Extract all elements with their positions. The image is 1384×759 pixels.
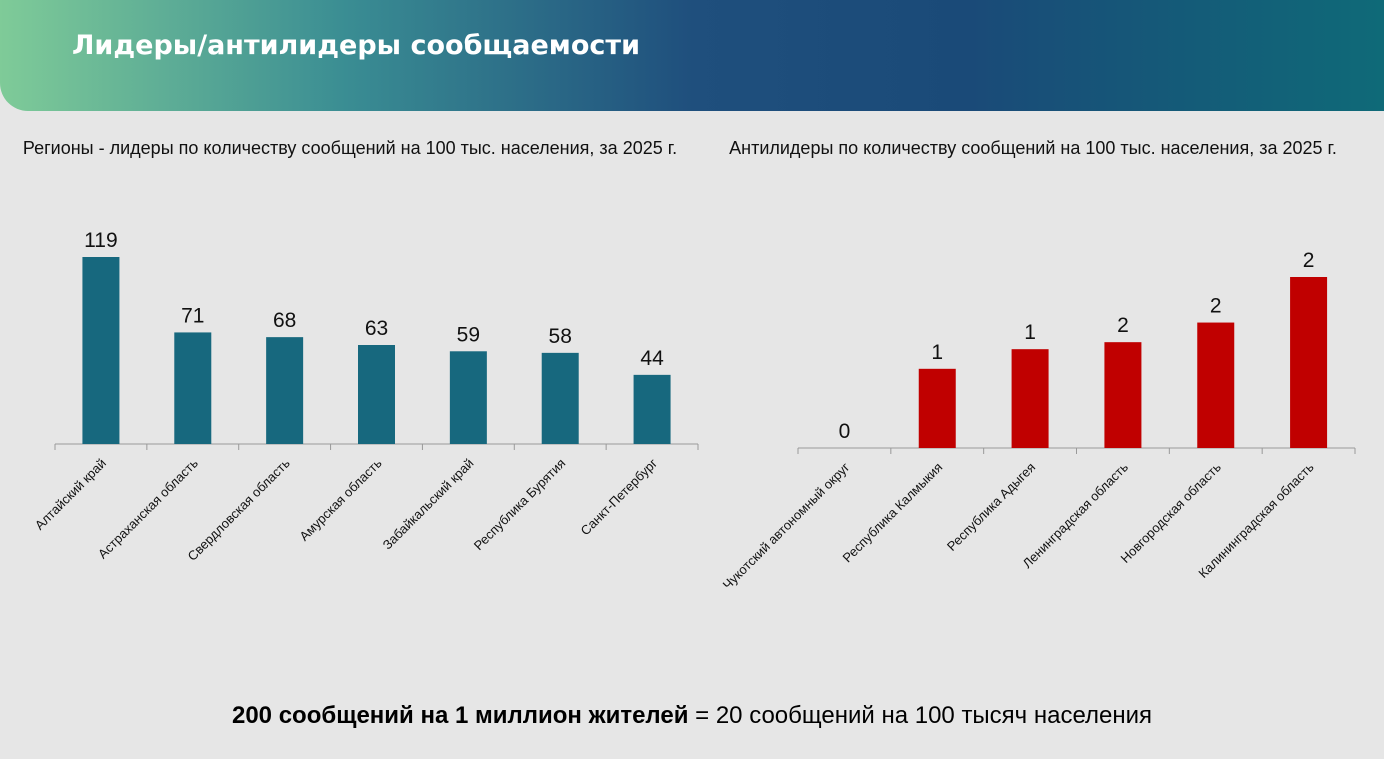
x-tick-label: Чукотский автономный округ [720,459,853,592]
footer-bold: 200 сообщений на 1 миллион жителей [231,702,689,729]
data-label: 63 [365,317,388,340]
x-tick-label: Республика Калмыкия [840,460,946,566]
data-label: 2 [1117,314,1129,337]
bar [918,368,956,448]
bar [82,257,120,444]
bar [1104,342,1142,448]
bar [633,374,671,444]
x-tick-label: Ленинградская область [1020,459,1132,571]
x-tick-label: Забайкальский край [380,456,477,553]
footer: 200 сообщений на 1 миллион жителей = 20 … [0,702,1384,730]
x-tick-label: Амурская область [296,455,384,543]
data-label: 1 [931,341,943,364]
chart-title: Регионы - лидеры по количеству сообщений… [22,138,678,158]
footer-text: = 20 сообщений на 100 тысяч населения [695,702,1153,729]
data-label: 58 [549,325,572,348]
bar [1011,349,1049,448]
bar [1290,277,1328,448]
data-label: 68 [273,309,296,332]
bar [358,345,395,444]
data-label: 2 [1210,295,1222,318]
bar [449,351,487,444]
charts: 119 Алтайский край 71 Астраханская область 6… [32,229,1356,592]
data-label: 44 [640,347,664,370]
data-label: 119 [84,229,117,252]
bar [266,337,304,444]
bar [1197,322,1235,448]
data-label: 59 [457,323,480,346]
data-label: 1 [1024,321,1036,344]
data-label: 71 [181,304,204,327]
x-tick-label: Астраханская область [95,455,201,561]
header-title: Лидеры/антилидеры сообщаемости [72,30,640,61]
data-label: 2 [1303,249,1315,272]
data-label: 0 [839,420,851,443]
x-tick-label: Алтайский край [32,456,109,533]
x-tick-label: Республика Бурятия [471,456,569,554]
header-banner: Лидеры/антилидеры сообщаемости [0,0,1384,111]
x-tick-label: Новгородская область [1117,459,1224,566]
x-tick-label: Свердловская область [184,455,292,563]
bar [541,352,579,444]
chart-title: Антилидеры по количеству сообщений на 10… [729,138,1337,158]
x-tick-label: Республика Адыгея [944,460,1038,554]
bar [174,332,212,444]
x-tick-label: Санкт-Петербург [577,455,660,538]
